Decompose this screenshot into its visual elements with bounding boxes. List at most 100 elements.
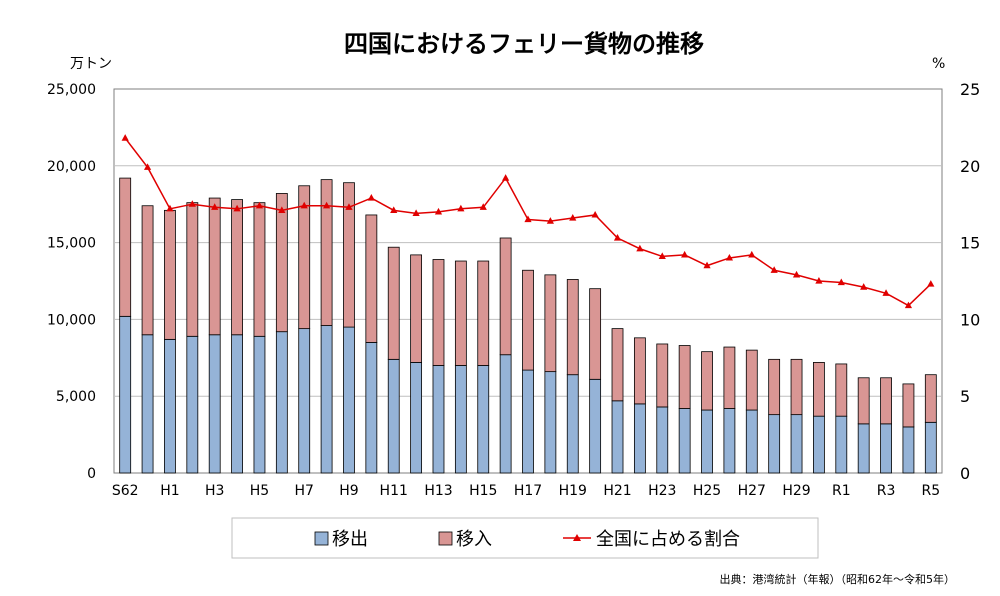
ratio-point xyxy=(211,203,219,210)
y-tick-label: 0 xyxy=(87,466,96,482)
x-tick-label: H1 xyxy=(160,483,179,499)
legend-box xyxy=(231,517,819,559)
bar-import xyxy=(880,377,892,425)
bar-import xyxy=(813,362,825,417)
bar-export xyxy=(544,371,557,474)
source-note: 出典：港湾統計（年報）（昭和62年～令和5年） xyxy=(720,572,956,586)
bar-import xyxy=(499,237,512,356)
ratio-point xyxy=(770,266,778,273)
bar-export xyxy=(208,334,221,474)
right-axis-unit: % xyxy=(932,56,945,72)
bar-import xyxy=(768,358,781,416)
ratio-point xyxy=(322,201,331,209)
y2-tick-label: 5 xyxy=(960,387,970,406)
ratio-point xyxy=(636,244,644,252)
ratio-point xyxy=(367,194,375,201)
x-tick-label: S62 xyxy=(112,483,139,499)
bar-import xyxy=(164,209,176,340)
bar-import xyxy=(477,260,490,366)
legend-swatch-import xyxy=(438,531,453,546)
bar-import xyxy=(231,199,243,336)
bar-import xyxy=(656,343,669,408)
legend-label-import: 移入 xyxy=(456,529,492,550)
x-tick-label: H17 xyxy=(514,483,542,499)
bar-export xyxy=(656,406,669,474)
ratio-point xyxy=(860,283,868,290)
x-tick-label: R1 xyxy=(832,483,851,499)
ratio-point xyxy=(882,289,890,296)
bar-import xyxy=(119,177,132,317)
ratio-point xyxy=(546,217,554,224)
bar-import xyxy=(298,185,311,330)
bar-import xyxy=(365,214,378,343)
bar-export xyxy=(701,409,713,474)
legend: 移出 移入 全国に占める割合 xyxy=(314,529,740,550)
bar-import xyxy=(566,279,579,376)
bar-export xyxy=(835,415,848,474)
ratio-point xyxy=(748,250,756,258)
bar-export xyxy=(611,400,624,474)
y-tick-label: 10,000 xyxy=(47,312,96,328)
ratio-point xyxy=(121,134,129,141)
x-tick-label: H15 xyxy=(469,483,497,499)
legend-label-ratio: 全国に占める割合 xyxy=(596,529,740,550)
bar-export xyxy=(813,415,825,474)
ratio-point xyxy=(278,206,286,213)
legend-swatch-export xyxy=(314,531,329,546)
bar-export xyxy=(902,426,915,474)
bar-import xyxy=(253,202,266,337)
ratio-line xyxy=(121,134,935,309)
bar-export xyxy=(924,421,937,474)
bar-import xyxy=(320,179,333,326)
y2-tick-label: 20 xyxy=(960,157,980,176)
ratio-point xyxy=(815,277,823,284)
bar-import xyxy=(432,259,445,366)
bar-export xyxy=(186,335,199,474)
bar-export xyxy=(387,358,400,474)
x-tick-label: H7 xyxy=(294,483,313,499)
bar-export xyxy=(320,325,333,474)
y-tick-label: 25,000 xyxy=(47,82,96,98)
ratio-point xyxy=(502,174,510,181)
x-tick-label: H25 xyxy=(693,483,721,499)
bar-import xyxy=(745,349,758,411)
bar-import xyxy=(611,328,624,402)
bar-export xyxy=(566,374,579,474)
bar-import xyxy=(790,358,803,416)
ratio-point xyxy=(658,252,666,260)
bar-export xyxy=(253,335,266,474)
x-tick-label: R5 xyxy=(921,483,940,499)
ratio-point xyxy=(613,233,622,241)
bar-import xyxy=(410,254,423,363)
bar-export xyxy=(880,423,892,474)
x-tick-label: H13 xyxy=(424,483,452,499)
ratio-point xyxy=(233,204,241,212)
ratio-point xyxy=(725,253,734,261)
bar-import xyxy=(275,193,288,333)
bar-export xyxy=(522,369,534,474)
bar-import xyxy=(141,205,154,336)
bar-export xyxy=(723,408,736,474)
bar-import xyxy=(208,197,221,336)
bar-export xyxy=(477,365,490,474)
bar-export xyxy=(343,326,355,474)
bar-import xyxy=(701,351,713,411)
bar-import xyxy=(835,363,848,417)
bar-export xyxy=(141,334,154,474)
ratio-point xyxy=(143,163,152,170)
y-tick-label: 20,000 xyxy=(47,159,96,175)
ratio-point xyxy=(904,301,913,309)
bar-export xyxy=(745,409,758,474)
y-tick-label: 5,000 xyxy=(56,389,96,405)
y2-tick-label: 15 xyxy=(960,234,980,253)
legend-label-export: 移出 xyxy=(332,529,368,550)
bar-import xyxy=(544,274,557,373)
ratio-point xyxy=(457,204,465,212)
bar-export xyxy=(454,365,467,474)
x-tick-label: H29 xyxy=(782,483,810,499)
x-tick-label: H11 xyxy=(380,483,408,499)
y2-tick-label: 10 xyxy=(960,310,980,329)
bars xyxy=(119,177,937,474)
bar-export xyxy=(275,331,288,474)
